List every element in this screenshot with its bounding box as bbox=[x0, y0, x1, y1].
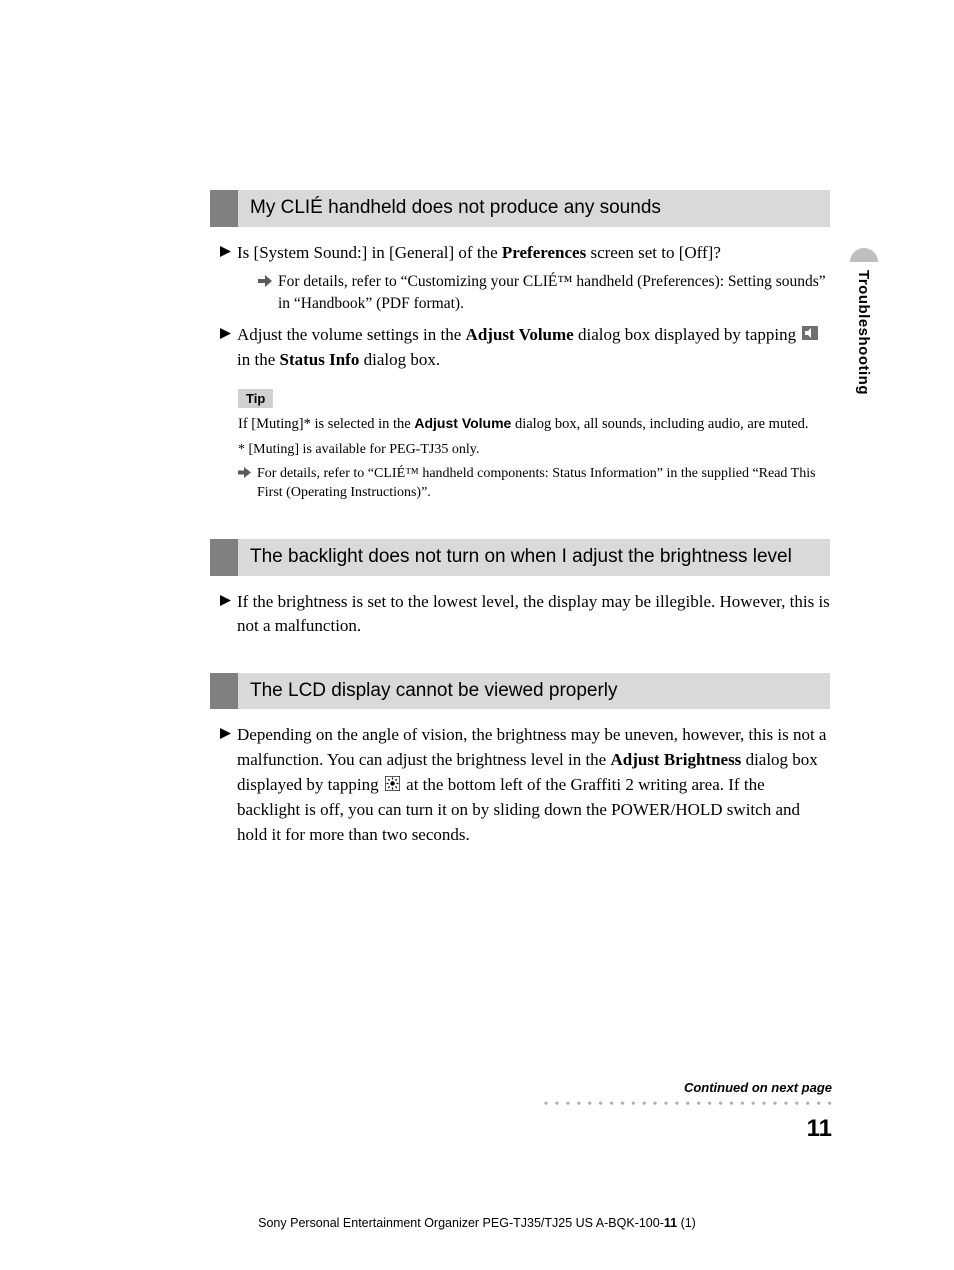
page-content: My CLIÉ handheld does not produce any so… bbox=[210, 190, 830, 853]
bullet-row: If the brightness is set to the lowest l… bbox=[210, 590, 830, 639]
text: dialog box. bbox=[359, 350, 440, 369]
footer-text: Sony Personal Entertainment Organizer PE… bbox=[258, 1216, 664, 1230]
triangle-bullet-icon bbox=[220, 246, 231, 257]
section-header-1: My CLIÉ handheld does not produce any so… bbox=[210, 190, 830, 227]
text: dialog box, all sounds, including audio,… bbox=[511, 416, 808, 432]
tip-label: Tip bbox=[238, 389, 273, 408]
bullet-row: Depending on the angle of vision, the br… bbox=[210, 723, 830, 847]
side-tab-cap bbox=[850, 248, 878, 262]
section-title-3: The LCD display cannot be viewed properl… bbox=[238, 673, 830, 710]
text: in the bbox=[237, 350, 280, 369]
tip-body: If [Muting]* is selected in the Adjust V… bbox=[238, 414, 830, 434]
side-tab-label: Troubleshooting bbox=[855, 270, 872, 395]
tip-sub-text: For details, refer to “CLIÉ™ handheld co… bbox=[257, 464, 830, 503]
page-number: 11 bbox=[210, 1115, 840, 1143]
arrow-right-icon bbox=[238, 467, 251, 478]
footer-text: (1) bbox=[677, 1216, 696, 1230]
bold-text: Status Info bbox=[280, 350, 360, 369]
bottom-footer: Sony Personal Entertainment Organizer PE… bbox=[0, 1216, 954, 1230]
bullet-text: Adjust the volume settings in the Adjust… bbox=[237, 323, 830, 373]
text: screen set to [Off]? bbox=[586, 243, 721, 262]
text: dialog box displayed by tapping bbox=[574, 325, 801, 344]
bold-text: Preferences bbox=[502, 243, 586, 262]
text: If [Muting]* is selected in the bbox=[238, 416, 414, 432]
footer-area: Continued on next page •••••••••••••••••… bbox=[210, 1080, 840, 1143]
bold-text: Adjust Volume bbox=[466, 325, 574, 344]
bullet-row: Is [System Sound:] in [General] of the P… bbox=[210, 241, 830, 266]
tip-note: * [Muting] is available for PEG-TJ35 onl… bbox=[238, 440, 830, 460]
footer-bold: 11 bbox=[664, 1216, 677, 1230]
section-bar bbox=[210, 190, 238, 227]
text: Adjust the volume settings in the bbox=[237, 325, 466, 344]
bold-text: Adjust Brightness bbox=[610, 750, 741, 769]
section-bar bbox=[210, 673, 238, 710]
continued-text: Continued on next page bbox=[210, 1080, 840, 1095]
bullet-text: Depending on the angle of vision, the br… bbox=[237, 723, 830, 847]
sub-row: For details, refer to “Customizing your … bbox=[258, 271, 830, 314]
bullet-text: If the brightness is set to the lowest l… bbox=[237, 590, 830, 639]
section-bar bbox=[210, 539, 238, 576]
section-header-3: The LCD display cannot be viewed properl… bbox=[210, 673, 830, 710]
sub-text: For details, refer to “Customizing your … bbox=[278, 271, 830, 314]
triangle-bullet-icon bbox=[220, 328, 231, 339]
section-title-1: My CLIÉ handheld does not produce any so… bbox=[238, 190, 830, 227]
bold-text: Adjust Volume bbox=[414, 415, 511, 431]
bullet-row: Adjust the volume settings in the Adjust… bbox=[210, 323, 830, 373]
section-header-2: The backlight does not turn on when I ad… bbox=[210, 539, 830, 576]
dots-row: ••••••••••••••••••••••••••• bbox=[210, 1097, 840, 1113]
triangle-bullet-icon bbox=[220, 728, 231, 739]
arrow-right-icon bbox=[258, 275, 272, 287]
triangle-bullet-icon bbox=[220, 595, 231, 606]
tip-sub-row: For details, refer to “CLIÉ™ handheld co… bbox=[238, 464, 830, 503]
side-tab: Troubleshooting bbox=[850, 248, 878, 418]
bullet-text: Is [System Sound:] in [General] of the P… bbox=[237, 241, 721, 266]
speaker-icon bbox=[802, 323, 818, 348]
section-title-2: The backlight does not turn on when I ad… bbox=[238, 539, 830, 576]
brightness-icon bbox=[385, 774, 400, 799]
text: Is [System Sound:] in [General] of the bbox=[237, 243, 502, 262]
